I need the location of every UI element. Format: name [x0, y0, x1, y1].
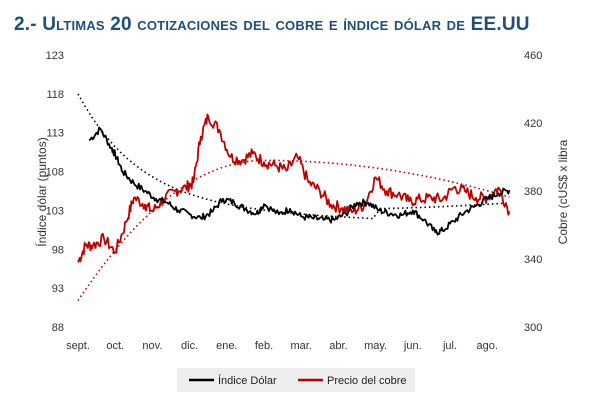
y-right-tick-label: 460 — [524, 50, 542, 62]
y-left-tick-label: 103 — [46, 205, 64, 217]
x-tick-label: mar. — [290, 340, 311, 352]
x-tick-label: jul. — [442, 340, 457, 352]
y-right-tick-label: 300 — [524, 322, 542, 334]
x-tick-label: ene. — [216, 340, 237, 352]
chart-title: 2.- Ultimas 20 cotizaciones del cobre e … — [14, 14, 530, 35]
y-left-tick-label: 118 — [46, 89, 64, 101]
y-left-axis-title: Índice dólar (puntos) — [34, 137, 49, 246]
x-tick-label: feb. — [255, 340, 273, 352]
y-left-tick-label: 93 — [52, 283, 64, 295]
y-left-tick-label: 113 — [46, 128, 64, 140]
x-tick-label: ago. — [476, 340, 497, 352]
x-tick-label: jun. — [403, 340, 422, 352]
y-left-tick-label: 123 — [46, 50, 64, 62]
copper-series-line — [77, 113, 511, 263]
x-tick-label: nov. — [142, 340, 162, 352]
dollar-trendline — [77, 93, 510, 220]
y-right-tick-label: 420 — [524, 118, 542, 130]
legend-copper-label: Precio del cobre — [327, 375, 407, 387]
x-tick-label: dic. — [181, 340, 198, 352]
legend-box — [177, 368, 415, 392]
y-left-tick-label: 98 — [52, 244, 64, 256]
x-tick-label: may. — [364, 340, 387, 352]
y-left-tick-label: 88 — [52, 322, 64, 334]
y-right-axis-title: Cobre (cUS$ x libra — [556, 139, 570, 244]
legend-dollar-label: Índice Dólar — [218, 374, 277, 387]
x-tick-label: oct. — [106, 340, 124, 352]
y-right-tick-label: 380 — [524, 186, 542, 198]
dollar-series-line — [88, 126, 511, 236]
y-left-tick-label: 108 — [46, 167, 64, 179]
y-right-tick-label: 340 — [524, 254, 542, 266]
copper-trendline — [77, 159, 510, 302]
x-tick-label: sept. — [66, 340, 90, 352]
x-tick-label: abr. — [329, 340, 347, 352]
